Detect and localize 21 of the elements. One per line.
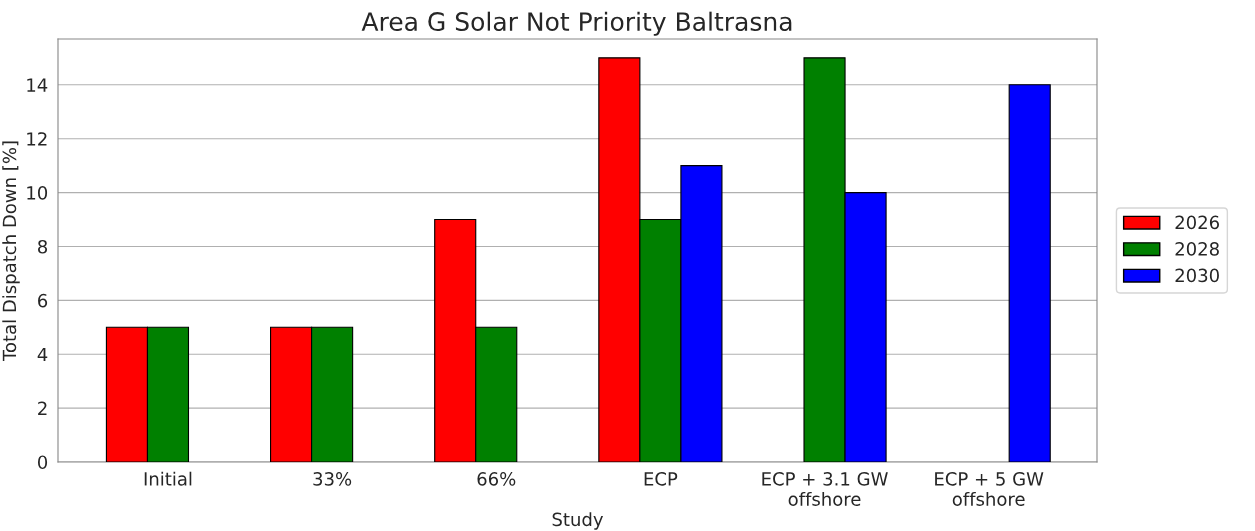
x-tick-label: Initial [144, 471, 192, 486]
x-tick-label: 66% [477, 472, 516, 486]
x-tick-label: ECP [644, 472, 678, 486]
legend-label: 2030 [1175, 268, 1219, 283]
y-tick-label: 0 [37, 455, 48, 470]
y-tick-label: 10 [27, 186, 48, 200]
bar [1008, 84, 1051, 462]
y-tick-label: 2 [38, 401, 47, 415]
chart-title: Area G Solar Not Priority Baltrasna [361, 11, 792, 36]
x-tick-label: ECP + 3.1 GW offshore [762, 472, 888, 506]
y-tick-label: 14 [27, 78, 48, 92]
legend-label: 2026 [1175, 215, 1220, 230]
y-tick-label: 4 [37, 347, 48, 362]
y-tick-label: 8 [38, 239, 48, 254]
legend-label: 2028 [1175, 242, 1219, 256]
x-tick-label: 33% [313, 472, 352, 486]
y-axis-title: Total Dispatch Down [%] [2, 141, 20, 362]
x-tick-label: ECP + 5 GW offshore [935, 472, 1044, 506]
y-tick-label: 12 [27, 132, 47, 146]
y-tick-label: 6 [38, 293, 48, 308]
x-axis-title: Study [552, 512, 604, 530]
